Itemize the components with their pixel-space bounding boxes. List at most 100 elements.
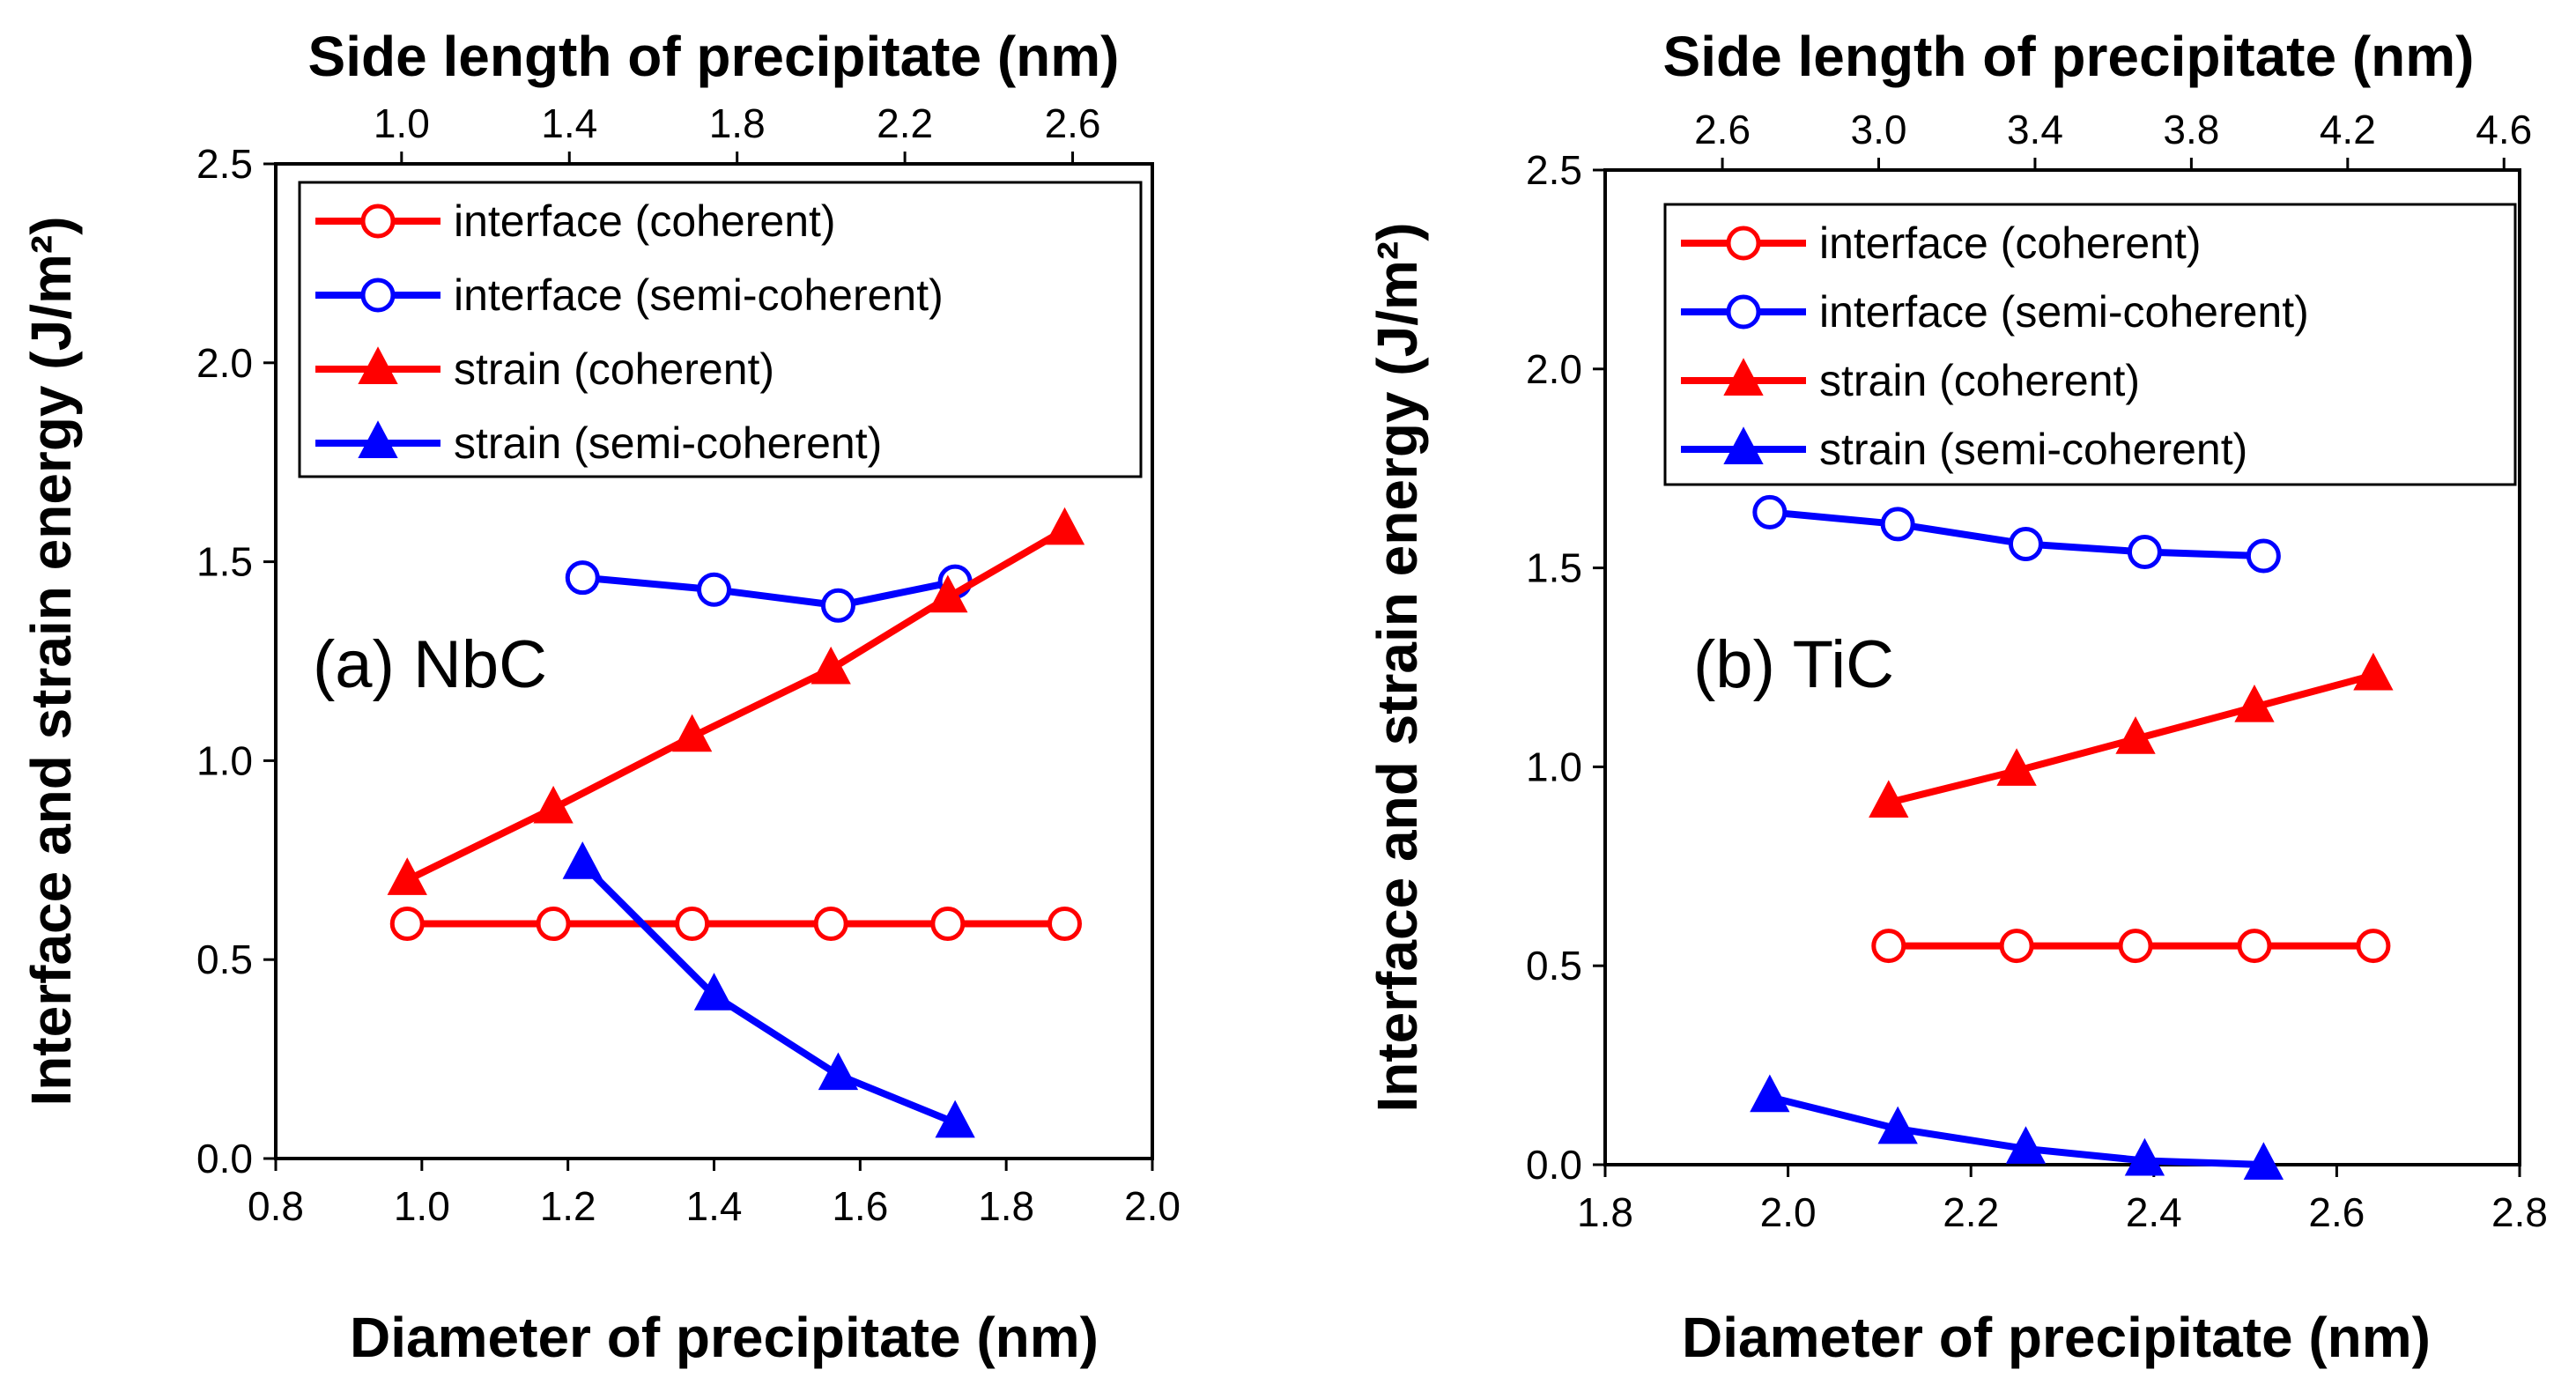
circle-data-point [1999,929,2034,964]
triangle-data-point [1750,1074,1790,1113]
triangle-data-point [811,646,851,685]
y-axis-title: Interface and strain energy (J/m²) [1366,222,1429,1112]
legend-swatch-marker [358,420,398,458]
x-axis-title: Diameter of precipitate (nm) [1682,1306,2431,1369]
x-tick-label: 1.0 [394,1183,450,1229]
triangle-data-point [387,857,427,895]
triangle-data-point [818,1052,859,1091]
x2-axis-title: Side length of precipitate (nm) [308,25,1120,88]
legend-label: interface (coherent) [454,196,836,246]
series-strain-semi-coherent [562,841,975,1138]
legend-label: interface (coherent) [1819,218,2202,268]
legend-box [298,181,1143,478]
x2-tick-label: 2.6 [1694,107,1751,152]
circle-data-point [2246,538,2281,574]
y-axis-title: Interface and strain energy (J/m²) [19,216,83,1106]
x2-axis-title: Side length of precipitate (nm) [1663,25,2475,88]
circle-data-point [2237,929,2272,964]
legend-label: interface (semi-coherent) [454,270,944,320]
triangle-data-point [2243,1142,2284,1180]
legend-swatch-marker [1723,358,1764,396]
series-strain-coherent [1869,652,2394,818]
x2-tick-label: 1.8 [709,100,766,146]
triangle-data-point [671,714,713,752]
x-tick-label: 1.2 [540,1183,596,1229]
legend-box [1663,203,2517,486]
y-tick-label: 2.5 [196,141,253,187]
triangle-data-point [2353,652,2394,691]
series-interface-coherent [1871,929,2391,964]
x-tick-label: 1.8 [978,1183,1034,1229]
x2-tick-label: 3.8 [2163,107,2219,152]
series-strain-semi-coherent [1750,1074,2284,1180]
y-tick-label: 1.0 [1526,744,1582,789]
series-line [579,860,959,1127]
y-tick-label: 1.5 [196,539,253,585]
series-line [403,526,1069,884]
legend-label: strain (coherent) [1819,356,2140,405]
legend-label: interface (semi-coherent) [1819,287,2309,337]
circle-data-point [820,588,855,623]
triangle-data-point [935,1100,975,1138]
x2-tick-label: 2.2 [877,100,933,146]
legend: interface (coherent) interface (semi-cohe… [298,181,1143,478]
x2-tick-label: 3.4 [2007,107,2063,152]
legend-swatch-marker [1723,426,1764,464]
circle-data-point [2127,535,2162,570]
legend-entry: interface (semi-coherent) [315,270,944,320]
triangle-data-point [1996,748,2037,786]
x2-tick-label: 1.4 [541,100,597,146]
circle-data-point [389,907,425,942]
legend-entry: interface (coherent) [315,196,836,246]
y-tick-label: 0.5 [1526,943,1582,988]
circle-data-point [1047,907,1082,942]
x-tick-label: 2.4 [2126,1189,2182,1235]
triangle-data-point [1877,1106,1918,1144]
triangle-data-point [1044,507,1085,545]
x-tick-label: 2.0 [1760,1189,1817,1235]
series-interface-coherent [389,907,1082,942]
circle-data-point [697,572,731,607]
legend-label: strain (semi-coherent) [454,418,882,468]
circle-data-point [536,907,571,942]
triangle-data-point [2115,716,2156,754]
x-axis-title: Diameter of precipitate (nm) [350,1306,1099,1369]
x2-tick-label: 3.0 [1851,107,1907,152]
triangle-data-point [693,973,735,1011]
y-tick-label: 2.0 [1526,346,1582,392]
y-tick-label: 1.0 [196,737,253,783]
y-tick-label: 0.0 [1526,1142,1582,1188]
legend-entry: strain (semi-coherent) [1681,425,2247,474]
triangle-data-point [928,574,968,613]
triangle-data-point [1869,780,1909,818]
triangle-data-point [2234,684,2275,722]
legend-entry: strain (semi-coherent) [315,418,882,468]
series-interface-semi-coherent [1752,494,2281,574]
circle-data-point [565,560,600,596]
y-tick-label: 0.5 [196,937,253,982]
circle-data-point [930,907,966,942]
x-tick-label: 2.2 [1943,1189,1999,1235]
x-tick-label: 2.0 [1124,1183,1181,1229]
circle-data-point [675,907,710,942]
legend-entry: strain (coherent) [1681,356,2140,405]
x2-tick-label: 4.2 [2320,107,2376,152]
legend-entry: interface (coherent) [1681,218,2202,268]
triangle-data-point [562,841,603,879]
legend-swatch-marker [360,278,396,313]
chart-panel-a: 0.8 1.0 1.2 1.4 1.6 1.8 2.0 1.0 1.4 1.8 2.2 2.6 0.0 0… [19,25,1181,1369]
legend-label: strain (coherent) [454,344,774,394]
y-tick-label: 1.5 [1526,545,1582,591]
legend-entry: interface (semi-coherent) [1681,287,2309,337]
triangle-data-point [2124,1137,2165,1176]
legend-swatch-marker [1726,226,1761,261]
x-tick-label: 2.6 [2308,1189,2365,1235]
circle-data-point [1880,507,1915,542]
series-interface-semi-coherent [565,560,973,623]
x2-tick-label: 1.0 [374,100,430,146]
y-tick-label: 0.0 [196,1136,253,1181]
series-line [579,574,959,610]
circle-data-point [1871,929,1906,964]
x-tick-label: 0.8 [248,1183,304,1229]
